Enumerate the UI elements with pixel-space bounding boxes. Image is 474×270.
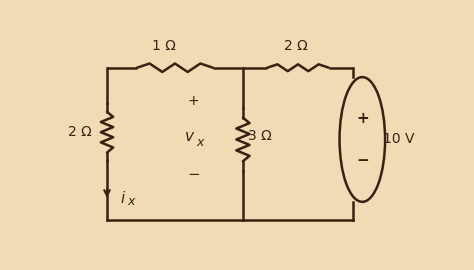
Text: +: + [356,111,369,126]
Text: $i$: $i$ [120,190,127,206]
Text: $v$: $v$ [184,129,195,144]
Text: +: + [188,94,199,108]
Text: 10 V: 10 V [383,133,415,146]
Text: −: − [187,167,200,182]
Text: 3 Ω: 3 Ω [247,129,271,143]
Text: −: − [356,153,369,168]
Text: $x$: $x$ [127,195,137,208]
Text: 2 Ω: 2 Ω [284,39,308,53]
Ellipse shape [339,77,385,202]
Text: 1 Ω: 1 Ω [152,39,176,53]
Text: $x$: $x$ [196,136,206,149]
Text: 2 Ω: 2 Ω [68,125,91,139]
